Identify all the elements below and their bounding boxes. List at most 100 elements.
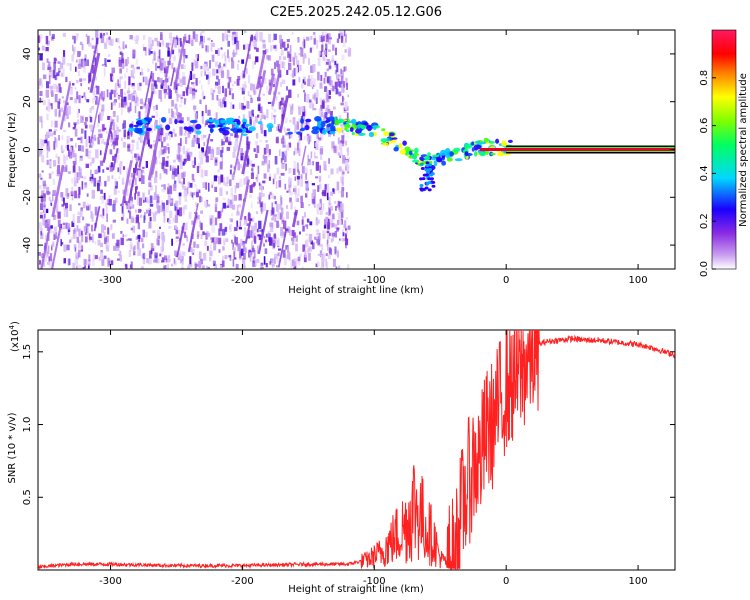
noise-speckle [300,124,303,129]
noise-speckle [335,253,338,257]
noise-speckle [251,245,255,253]
noise-speckle [201,31,205,34]
noise-speckle [281,107,285,116]
noise-speckle [153,259,155,263]
noise-speckle [110,143,114,147]
noise-speckle [297,37,300,43]
noise-speckle [317,71,320,81]
noise-speckle [269,173,272,180]
noise-speckle [163,168,167,174]
noise-speckle [235,263,239,269]
noise-speckle [289,103,291,108]
noise-speckle [50,89,53,95]
noise-speckle [185,55,188,59]
signal-blob [412,159,420,163]
noise-speckle [335,205,337,211]
noise-speckle [41,139,45,147]
noise-speckle [87,203,89,207]
noise-speckle [165,168,168,175]
noise-speckle [161,257,165,263]
noise-speckle [271,264,275,267]
noise-speckle [212,89,216,93]
noise-speckle [270,45,273,52]
noise-speckle [131,143,134,151]
noise-speckle [159,173,162,180]
noise-speckle [273,45,277,49]
noise-speckle [315,176,319,179]
noise-speckle [326,68,329,72]
noise-speckle [311,193,314,199]
signal-blob [155,125,161,130]
noise-streak [59,83,72,130]
signal-trail [430,177,434,181]
noise-speckle [184,98,188,103]
noise-speckle [276,64,279,68]
noise-speckle [325,61,329,65]
noise-speckle [242,154,246,161]
noise-speckle [136,196,140,206]
noise-speckle [85,223,88,228]
noise-speckle [334,63,338,68]
noise-speckle [250,83,253,91]
noise-speckle [280,158,283,163]
noise-speckle [157,233,161,239]
noise-speckle [89,144,93,148]
noise-speckle [101,36,105,42]
noise-speckle [77,216,81,223]
noise-speckle [272,238,276,241]
noise-speckle [297,93,299,98]
noise-speckle [40,177,43,180]
noise-speckle [330,191,333,196]
noise-speckle [297,169,300,173]
noise-speckle [131,121,134,125]
noise-speckle [230,164,233,169]
noise-speckle [68,122,71,128]
noise-speckle [61,135,64,140]
noise-speckle [112,219,116,223]
noise-speckle [38,154,41,157]
noise-speckle [92,258,95,266]
noise-speckle [330,206,333,211]
noise-speckle [233,247,236,252]
noise-speckle [222,33,225,42]
signal-blob [433,160,438,167]
noise-speckle [252,256,255,264]
noise-speckle [233,234,236,239]
noise-speckle [42,193,46,202]
noise-speckle [176,208,178,213]
noise-speckle [95,149,99,159]
noise-speckle [52,241,55,245]
noise-speckle [316,205,320,215]
noise-speckle [148,44,153,50]
noise-speckle [301,106,305,112]
noise-speckle [103,225,106,231]
noise-speckle [177,94,181,98]
noise-speckle [240,152,244,161]
noise-speckle [213,118,216,123]
noise-speckle [321,100,325,109]
noise-speckle [324,218,326,226]
noise-speckle [66,114,69,119]
noise-speckle [161,189,165,192]
noise-streak [233,124,245,175]
noise-speckle [180,41,182,47]
noise-speckle [62,68,65,77]
noise-speckle [151,87,155,94]
signal-blob [446,157,453,162]
noise-speckle [182,206,185,215]
noise-speckle [46,81,50,89]
noise-speckle [326,192,329,201]
noise-speckle [268,34,271,43]
noise-speckle [198,251,202,260]
noise-speckle [258,182,261,186]
noise-speckle [83,184,88,190]
noise-speckle [39,34,43,39]
noise-speckle [305,224,308,227]
noise-speckle [210,42,213,52]
noise-speckle [203,134,207,138]
noise-speckle [125,264,128,269]
noise-speckle [136,141,139,150]
signal-trail [424,186,429,190]
noise-streak [112,148,119,171]
noise-speckle [100,189,103,194]
